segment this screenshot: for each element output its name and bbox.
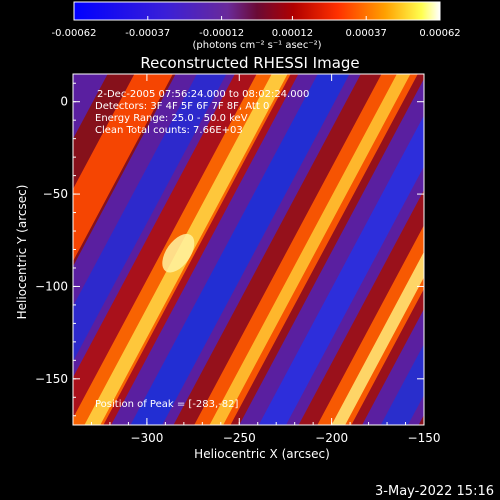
heatmap-image: [73, 34, 500, 465]
colorbar-tick-label: -0.00062: [52, 28, 97, 39]
colorbar-unit-label: (photons cm⁻² s⁻¹ asec⁻²): [192, 40, 321, 51]
colorbar-tick-label: -0.00012: [199, 28, 244, 39]
fringe-stripe: [130, 74, 350, 425]
peak-position-label: Position of Peak = [-283,-82]: [95, 399, 239, 410]
colorbar-tick-label: 0.00037: [346, 28, 387, 39]
annotation-clean: Clean Total counts: 7.66E+03: [95, 125, 243, 136]
colorbar-ticks: -0.00062 -0.00037 -0.00012 0.00012 0.00037 0.…: [52, 16, 461, 39]
y-tick-label: −150: [35, 372, 68, 386]
y-tick-label: −50: [43, 187, 68, 201]
fringe-stripe: [418, 414, 424, 425]
x-axis-label: Heliocentric X (arcsec): [194, 447, 330, 461]
colorbar-tick-label: 0.00012: [272, 28, 313, 39]
annotation-detectors: Detectors: 3F 4F 5F 6F 7F 8F, Att 0: [95, 101, 269, 112]
fringe-stripe: [331, 251, 424, 425]
y-tick-label: 0: [60, 95, 68, 109]
fringe-stripe: [209, 74, 411, 425]
colorbar-tick-label: 0.00062: [419, 28, 460, 39]
fringe-stripe: [433, 34, 500, 465]
fringe-stripe: [73, 74, 173, 262]
x-tick-label: −150: [408, 431, 441, 445]
chart-title: Reconstructed RHESSI Image: [140, 54, 359, 72]
fringe-stripe: [73, 74, 227, 362]
x-tick-label: −250: [223, 431, 256, 445]
peak-spot: [162, 233, 195, 273]
annotation-block: 2-Dec-2005 07:56:24.000 to 08:02:24.000 …: [95, 89, 309, 136]
fringe-stripe: [258, 115, 424, 425]
annotation-time: 2-Dec-2005 07:56:24.000 to 08:02:24.000: [97, 89, 309, 100]
footer-timestamp: 3-May-2022 15:16: [375, 484, 494, 499]
colorbar: [73, 1, 441, 21]
fringe-stripe: [380, 343, 424, 425]
colorbar-tick-label: -0.00037: [125, 28, 170, 39]
axis-ticks: −300 −250 −200 −150 0 −50 −100 −150: [35, 74, 440, 445]
annotation-energy: Energy Range: 25.0 - 50.0 keV: [95, 113, 248, 124]
y-tick-label: −100: [35, 279, 68, 293]
y-axis-label: Heliocentric Y (arcsec): [15, 185, 29, 320]
x-tick-label: −200: [315, 431, 348, 445]
x-tick-label: −300: [130, 431, 163, 445]
